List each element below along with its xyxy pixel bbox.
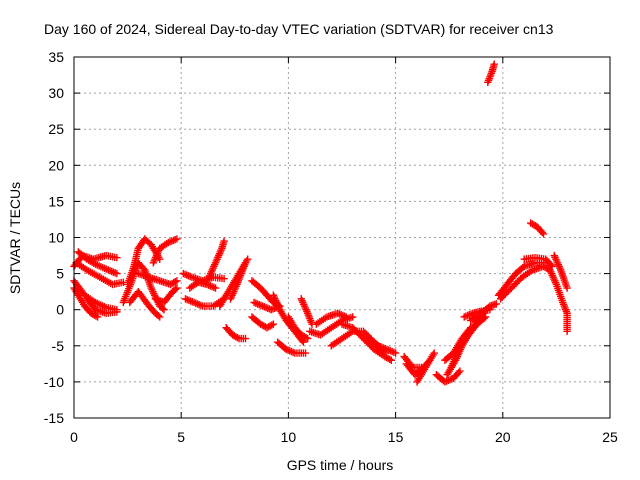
data-marks bbox=[70, 60, 571, 386]
data-point bbox=[548, 262, 556, 271]
data-point bbox=[563, 284, 571, 292]
data-track bbox=[366, 334, 400, 357]
data-point bbox=[490, 60, 498, 68]
x-tick-label: 10 bbox=[281, 429, 297, 445]
data-point bbox=[113, 269, 121, 278]
data-point bbox=[466, 324, 475, 332]
data-point bbox=[299, 338, 308, 346]
y-tick-label: 15 bbox=[48, 193, 64, 209]
data-track bbox=[273, 338, 310, 357]
data-point bbox=[113, 308, 121, 316]
data-point bbox=[241, 259, 250, 267]
data-point bbox=[481, 313, 490, 321]
data-point bbox=[301, 349, 310, 357]
data-point bbox=[430, 349, 438, 357]
data-point bbox=[93, 313, 102, 321]
y-tick-label: 5 bbox=[56, 266, 64, 282]
y-tick-label: 30 bbox=[48, 85, 64, 101]
x-tick-label: 20 bbox=[495, 429, 511, 445]
data-track bbox=[284, 313, 312, 343]
data-point bbox=[173, 277, 181, 285]
data-point bbox=[342, 313, 350, 321]
data-track bbox=[222, 324, 250, 343]
data-track bbox=[134, 269, 181, 289]
data-point bbox=[303, 334, 312, 343]
data-track bbox=[526, 219, 548, 238]
chart-title: Day 160 of 2024, Sidereal Day-to-day VTE… bbox=[44, 21, 554, 37]
data-track bbox=[312, 309, 350, 328]
data-track bbox=[306, 313, 357, 339]
y-tick-labels: -15 -10 -5 0 5 10 15 20 25 30 35 bbox=[44, 49, 64, 426]
y-tick-label: -5 bbox=[52, 338, 65, 354]
data-track bbox=[250, 298, 284, 314]
y-tick-label: 25 bbox=[48, 121, 64, 137]
data-point bbox=[539, 230, 548, 238]
data-track bbox=[119, 259, 168, 314]
data-track bbox=[226, 259, 250, 303]
data-track bbox=[297, 295, 316, 328]
data-point bbox=[220, 274, 228, 283]
data-point bbox=[391, 349, 400, 357]
data-point bbox=[241, 334, 250, 343]
data-track bbox=[338, 320, 396, 364]
data-track bbox=[149, 235, 181, 267]
y-tick-label: -15 bbox=[44, 410, 64, 426]
x-tick-label: 25 bbox=[602, 429, 618, 445]
data-point bbox=[456, 367, 464, 375]
data-point bbox=[486, 306, 494, 314]
data-point bbox=[173, 284, 181, 292]
data-point bbox=[269, 320, 278, 328]
data-track bbox=[460, 306, 494, 321]
data-track bbox=[413, 349, 438, 386]
y-tick-label: 35 bbox=[48, 49, 64, 65]
y-tick-label: 20 bbox=[48, 157, 64, 173]
data-track bbox=[432, 367, 464, 386]
data-track bbox=[550, 251, 571, 292]
data-point bbox=[211, 284, 220, 292]
data-point bbox=[156, 313, 164, 321]
y-tick-label: -10 bbox=[44, 374, 64, 390]
data-point bbox=[349, 313, 357, 321]
x-axis-title: GPS time / hours bbox=[287, 457, 394, 473]
x-tick-labels: 0 5 10 15 20 25 bbox=[70, 429, 618, 445]
data-point bbox=[563, 327, 571, 336]
data-track bbox=[447, 313, 490, 372]
data-track bbox=[520, 254, 556, 271]
data-point bbox=[173, 235, 181, 243]
data-point bbox=[492, 300, 501, 308]
y-tick-label: 10 bbox=[48, 230, 64, 246]
data-point bbox=[113, 254, 121, 262]
data-point bbox=[160, 306, 168, 314]
data-track bbox=[484, 60, 498, 86]
grid-lines bbox=[74, 57, 610, 418]
x-tick-label: 15 bbox=[388, 429, 404, 445]
data-track bbox=[83, 295, 121, 318]
data-track bbox=[126, 287, 164, 321]
data-track bbox=[74, 248, 121, 278]
x-tick-label: 5 bbox=[177, 429, 185, 445]
data-track bbox=[441, 324, 475, 364]
axis-ticks bbox=[73, 56, 611, 419]
data-track bbox=[151, 284, 181, 307]
data-point bbox=[220, 237, 228, 245]
x-tick-label: 0 bbox=[70, 429, 78, 445]
y-tick-label: 0 bbox=[56, 302, 64, 318]
data-track bbox=[269, 291, 308, 346]
data-track bbox=[186, 278, 220, 292]
data-track bbox=[494, 259, 548, 299]
data-track bbox=[70, 284, 102, 321]
y-axis-title: SDTVAR / TECUs bbox=[7, 182, 23, 294]
data-track bbox=[496, 262, 571, 336]
data-track bbox=[205, 237, 228, 281]
data-track bbox=[72, 259, 128, 289]
data-track bbox=[248, 313, 278, 332]
data-point bbox=[387, 356, 396, 364]
